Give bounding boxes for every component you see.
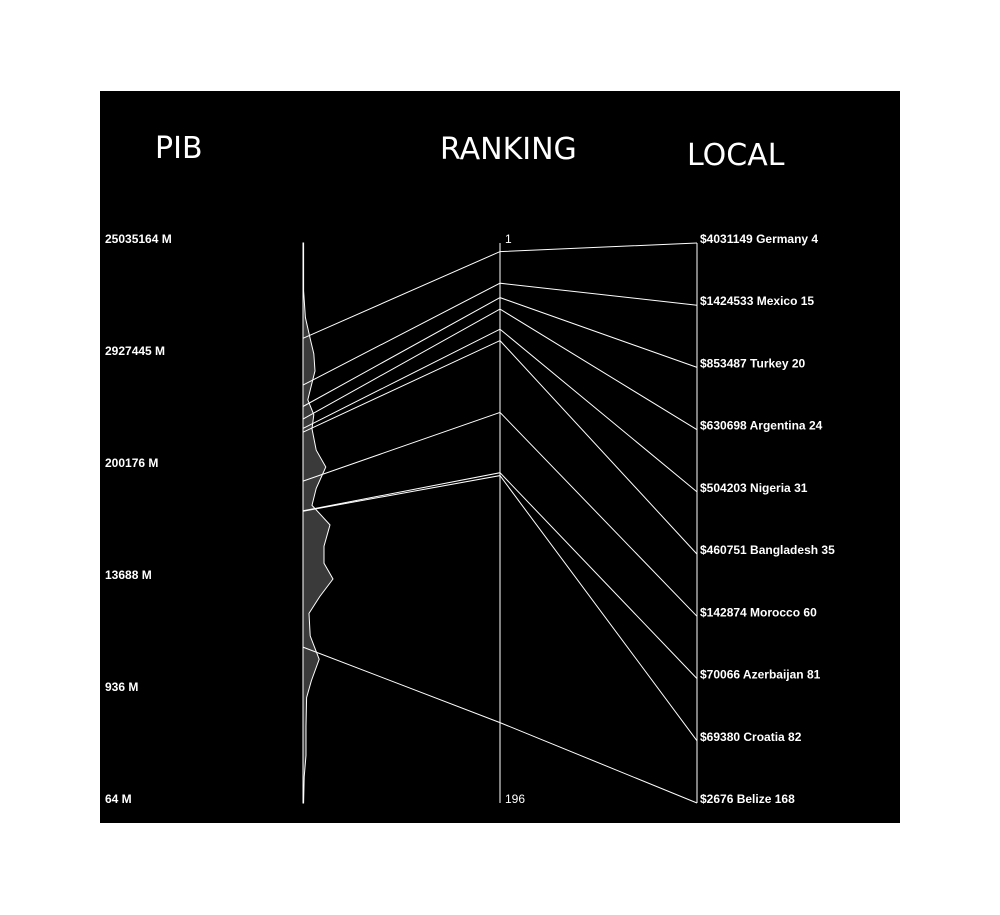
local-label-belize: $2676 Belize 168 xyxy=(700,792,795,806)
link-nigeria xyxy=(302,328,698,493)
pib-distribution xyxy=(302,242,334,804)
link-turkey xyxy=(302,297,698,407)
local-label-bangladesh: $460751 Bangladesh 35 xyxy=(700,543,835,557)
link-morocco xyxy=(302,411,698,617)
link-germany xyxy=(302,242,698,339)
link-azerbaijan xyxy=(302,472,698,679)
ranking-top-label: 1 xyxy=(505,232,512,246)
local-label-croatia: $69380 Croatia 82 xyxy=(700,730,802,744)
pib-density-area xyxy=(302,242,334,804)
ranking-bottom-label: 196 xyxy=(505,792,525,806)
pib-tick-label: 2927445 M xyxy=(105,344,165,358)
pib-tick-label: 936 M xyxy=(105,680,138,694)
parallel-coordinates-chart: PIB RANKING LOCAL 25035164 M 2927445 M 200… xyxy=(105,131,835,806)
ranking-axis-labels: 1 196 xyxy=(505,232,525,806)
local-label-morocco: $142874 Morocco 60 xyxy=(700,605,817,619)
local-label-germany: $4031149 Germany 4 xyxy=(700,232,818,246)
headers: PIB RANKING LOCAL xyxy=(155,131,785,173)
pib-tick-label: 200176 M xyxy=(105,456,158,470)
local-label-turkey: $853487 Turkey 20 xyxy=(700,356,806,370)
link-croatia xyxy=(302,475,698,742)
pib-tick-label: 64 M xyxy=(105,792,132,806)
link-mexico xyxy=(302,282,698,386)
link-argentina xyxy=(302,308,698,431)
country-links xyxy=(302,242,698,804)
local-label-argentina: $630698 Argentina 24 xyxy=(700,419,823,433)
header-ranking: RANKING xyxy=(440,132,577,167)
local-label-nigeria: $504203 Nigeria 31 xyxy=(700,481,808,495)
local-label-azerbaijan: $70066 Azerbaijan 81 xyxy=(700,668,821,682)
local-labels: $4031149 Germany 4 $1424533 Mexico 15 $853… xyxy=(700,232,835,806)
pib-axis-ticks: 25035164 M 2927445 M 200176 M 13688 M 936 M 6… xyxy=(105,232,172,806)
link-belize xyxy=(302,646,698,804)
header-local: LOCAL xyxy=(687,138,785,173)
header-pib: PIB xyxy=(155,131,203,166)
axes xyxy=(302,243,698,803)
local-label-mexico: $1424533 Mexico 15 xyxy=(700,294,814,308)
pib-tick-label: 25035164 M xyxy=(105,232,172,246)
link-bangladesh xyxy=(302,339,698,555)
pib-tick-label: 13688 M xyxy=(105,568,152,582)
chart-panel: PIB RANKING LOCAL 25035164 M 2927445 M 200… xyxy=(100,91,900,823)
